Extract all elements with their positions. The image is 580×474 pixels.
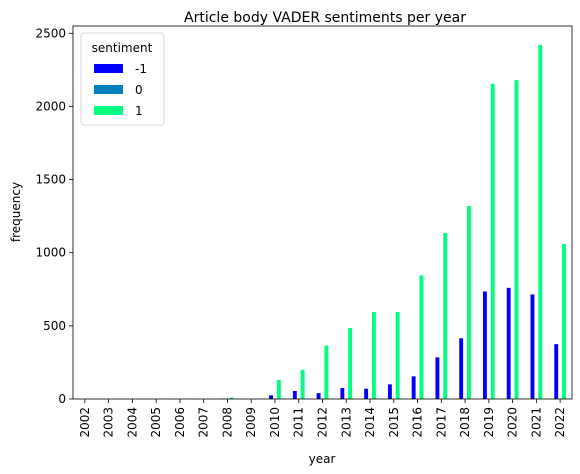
legend-box [80,32,165,126]
y-tick-label: 0 [58,392,66,406]
legend-label-series-1: 0 [135,83,143,97]
bar-series-0-2022 [554,344,559,399]
x-tick-label: 2015 [387,407,401,438]
bars-layer [158,45,566,400]
x-axis-title: year [309,452,336,466]
bar-series-2-2022 [562,243,566,399]
x-tick-label: 2006 [173,407,187,438]
x-tick-label: 2004 [125,407,139,438]
y-tick-label: 1000 [35,246,66,260]
bar-series-0-2012 [316,393,321,399]
x-tick-label: 2005 [149,407,163,438]
x-tick-label: 2002 [78,407,92,438]
legend-swatch-series-0 [94,64,123,73]
y-tick-label: 500 [43,319,66,333]
bar-series-2-2015 [395,311,400,399]
x-axis-ticks: 2002 2003 2004 2005 2006 2007 2008 2009 2010 2011… [78,399,567,438]
bar-series-0-2010 [269,395,274,399]
plot-frame [72,25,573,400]
bar-series-0-2020 [506,287,511,399]
x-tick-label: 2011 [292,407,306,438]
y-tick-label: 2000 [35,99,66,113]
x-tick-label: 2008 [220,407,234,438]
y-tick-label: 1500 [35,173,66,187]
legend-label-series-0: -1 [135,62,147,76]
x-tick-label: 2007 [197,407,211,438]
bar-series-0-2018 [459,338,464,399]
bar-series-0-2016 [411,376,416,399]
x-tick-label: 2022 [553,407,567,438]
bar-series-2-2014 [371,311,376,399]
legend-label-series-2: 1 [135,104,143,118]
x-tick-label: 2020 [506,407,520,438]
x-tick-label: 2003 [102,407,116,438]
legend-swatch-series-2 [94,106,123,115]
bar-series-2-2008 [229,397,234,399]
bar-series-0-2011 [292,390,297,399]
bar-series-0-2014 [364,388,369,399]
x-tick-label: 2009 [244,407,258,438]
bar-series-2-2012 [324,345,329,399]
y-axis-title: frequency [9,182,23,242]
x-tick-label: 2021 [529,407,543,438]
x-tick-label: 2012 [316,407,330,438]
legend-swatch-series-1 [94,85,123,94]
legend-title: sentiment [92,41,153,55]
bar-series-0-2021 [530,294,535,399]
bar-series-2-2013 [348,328,353,399]
bar-series-2-2020 [514,80,519,400]
x-tick-label: 2016 [411,407,425,438]
y-axis-ticks: 0 500 1000 1500 2000 2500 [35,26,73,406]
bar-series-2-2010 [276,379,281,399]
bar-series-2-2019 [490,83,495,399]
y-tick-label: 2500 [35,26,66,40]
x-tick-label: 2014 [363,407,377,438]
bar-series-2-2017 [443,232,448,399]
x-tick-label: 2013 [339,407,353,438]
bar-series-0-2019 [482,291,487,399]
bar-series-0-2015 [387,384,392,399]
x-tick-label: 2010 [268,407,282,438]
bar-series-2-2018 [467,205,471,399]
bar-series-0-2017 [435,357,440,399]
x-tick-label: 2019 [482,407,496,438]
chart-title: Article body VADER sentiments per year [184,10,466,26]
legend: sentiment -1 0 1 [80,32,165,126]
bar-series-0-2013 [340,388,345,399]
bar-series-2-2011 [300,369,305,399]
bar-series-2-2016 [419,275,424,399]
bar-series-2-2021 [538,45,543,400]
x-tick-label: 2017 [434,407,448,438]
x-tick-label: 2018 [458,407,472,438]
